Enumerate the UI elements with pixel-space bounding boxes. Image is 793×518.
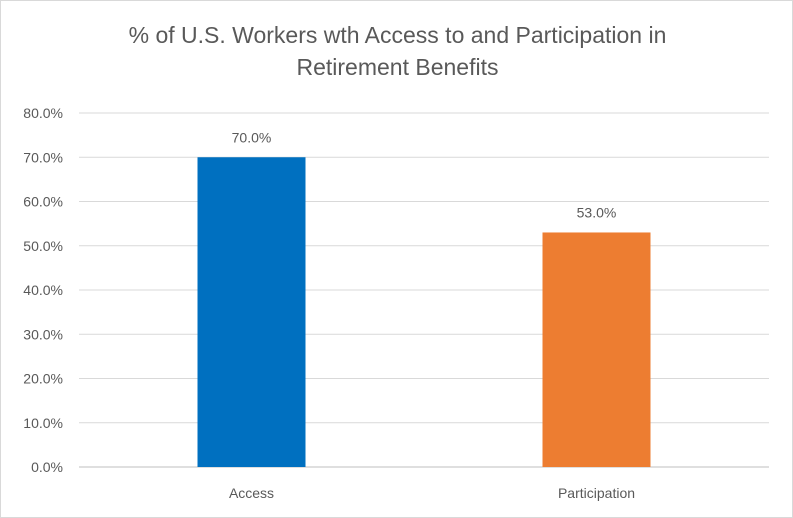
y-tick-label: 10.0% xyxy=(23,415,63,431)
y-tick-label: 40.0% xyxy=(23,282,63,298)
x-tick-label: Access xyxy=(229,485,274,501)
data-label: 70.0% xyxy=(232,129,272,145)
y-tick-label: 50.0% xyxy=(23,238,63,254)
y-tick-label: 70.0% xyxy=(23,149,63,165)
bar-participation xyxy=(542,232,651,467)
y-tick-label: 0.0% xyxy=(31,459,63,475)
y-tick-label: 30.0% xyxy=(23,326,63,342)
chart-title: % of U.S. Workers wth Access to and Part… xyxy=(1,19,793,83)
y-tick-label: 80.0% xyxy=(23,105,63,121)
bar-access xyxy=(197,157,306,467)
chart-title-line-1: % of U.S. Workers wth Access to and Part… xyxy=(128,22,667,48)
y-tick-label: 60.0% xyxy=(23,194,63,210)
y-tick-label: 20.0% xyxy=(23,371,63,387)
data-label: 53.0% xyxy=(577,204,617,220)
x-tick-label: Participation xyxy=(558,485,635,501)
chart-title-line-2: Retirement Benefits xyxy=(296,54,499,80)
